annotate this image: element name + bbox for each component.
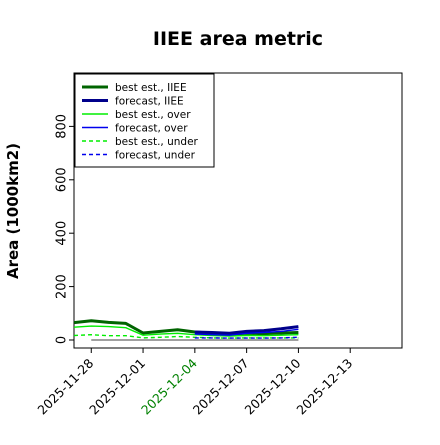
y-axis-label: Area (1000km2) <box>4 143 22 279</box>
series-line-3 <box>73 325 299 337</box>
legend-label: forecast, IIEE <box>115 96 184 108</box>
plot-frame <box>73 72 403 349</box>
series-line-4 <box>194 328 299 336</box>
chart-title: IIEE area metric <box>153 28 323 50</box>
legend-box <box>74 73 215 168</box>
y-tick-label: 400 <box>55 221 70 246</box>
series-line-2 <box>194 325 299 335</box>
legend-label: best est., IIEE <box>115 82 187 94</box>
legend-label: best est., over <box>115 109 191 121</box>
series-line-5 <box>73 334 299 339</box>
y-tick-label: 0 <box>55 336 70 344</box>
series-line-1 <box>73 319 299 336</box>
legend-label: forecast, under <box>115 150 196 162</box>
legend-label: forecast, over <box>115 123 188 135</box>
y-tick-label: 200 <box>55 274 70 299</box>
series-line-6 <box>194 336 299 339</box>
x-tick-label: 2025-12-13 <box>293 356 355 418</box>
series-layer <box>73 319 299 341</box>
legend-label: best est., under <box>115 136 199 148</box>
y-tick-label: 800 <box>55 114 70 139</box>
y-tick-label: 600 <box>55 167 70 192</box>
